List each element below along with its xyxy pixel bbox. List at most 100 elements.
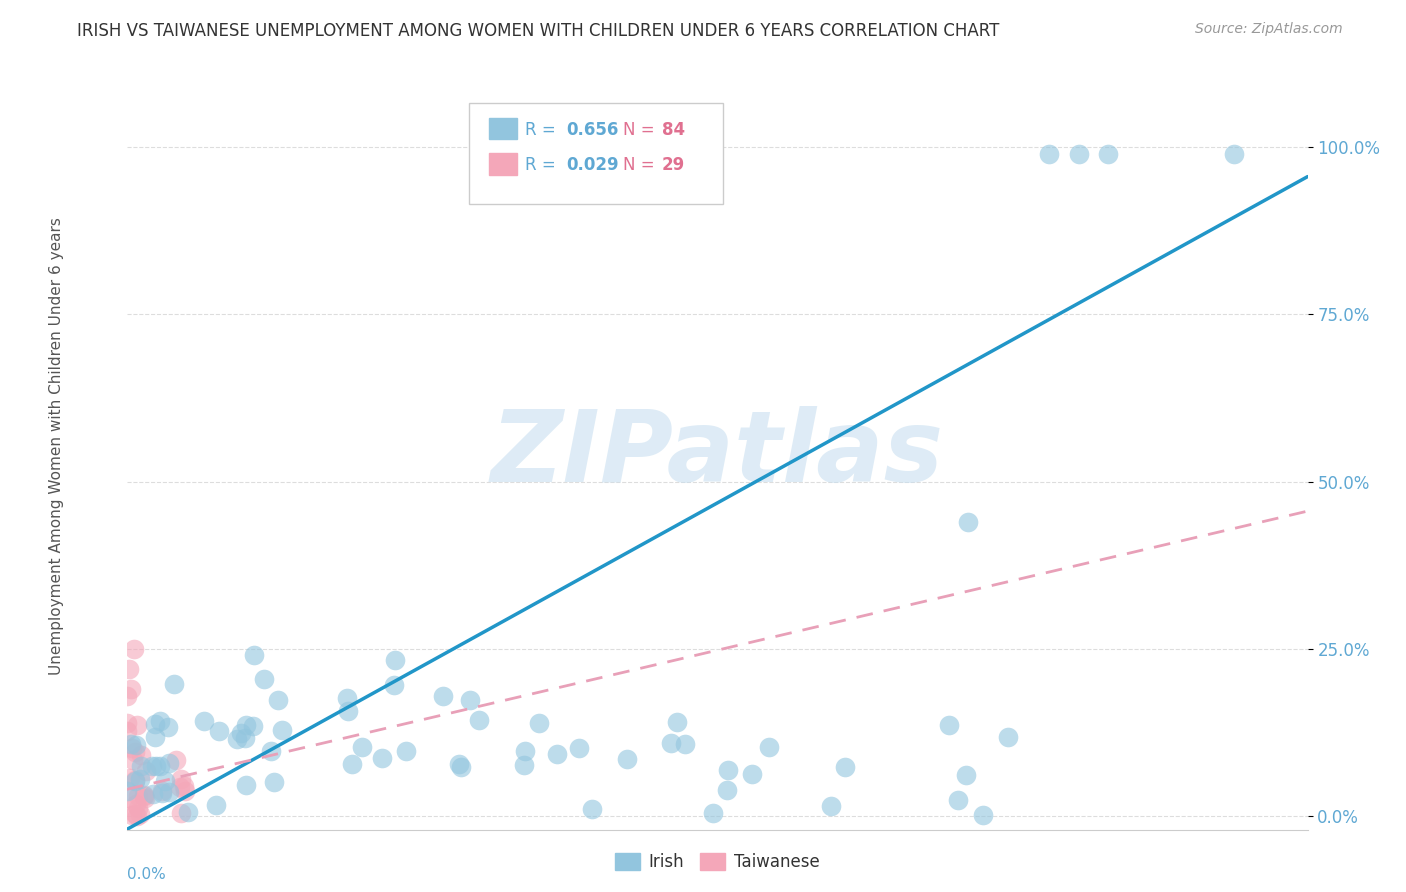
Point xyxy=(205,798,228,813)
Point xyxy=(834,760,856,774)
Point xyxy=(118,772,141,786)
Point xyxy=(145,730,167,744)
Point xyxy=(122,642,145,657)
Point xyxy=(162,677,184,691)
Point xyxy=(149,759,172,773)
Point xyxy=(432,690,454,704)
Point xyxy=(956,515,979,529)
Point xyxy=(170,806,193,821)
Point xyxy=(142,787,165,801)
Point xyxy=(117,690,139,704)
Point xyxy=(450,760,472,774)
Point xyxy=(820,799,842,814)
Point xyxy=(122,753,145,767)
Point xyxy=(384,653,406,667)
Point xyxy=(263,775,285,789)
Legend: Irish, Taiwanese: Irish, Taiwanese xyxy=(607,846,827,878)
Point xyxy=(568,740,591,755)
Text: R =: R = xyxy=(524,156,561,174)
Point xyxy=(1038,147,1060,161)
Point xyxy=(997,730,1019,744)
Point xyxy=(125,797,148,812)
Point xyxy=(1223,147,1246,161)
Point xyxy=(153,773,176,788)
Point xyxy=(546,747,568,762)
Point xyxy=(352,739,374,754)
Point xyxy=(135,764,157,778)
Point xyxy=(226,732,249,747)
Point xyxy=(134,789,156,804)
Point xyxy=(173,779,195,793)
Point xyxy=(127,801,149,815)
Point xyxy=(235,718,257,732)
Point xyxy=(152,787,174,801)
Point xyxy=(131,747,153,762)
Point xyxy=(758,739,780,754)
Point xyxy=(242,648,264,662)
Text: ZIPatlas: ZIPatlas xyxy=(491,407,943,503)
Text: N =: N = xyxy=(623,156,654,174)
Point xyxy=(716,782,738,797)
Point xyxy=(127,789,149,803)
Point xyxy=(156,720,179,734)
Point xyxy=(233,731,256,745)
Point xyxy=(124,746,146,760)
Text: Unemployment Among Women with Children Under 6 years: Unemployment Among Women with Children U… xyxy=(49,217,63,675)
Text: 0.0%: 0.0% xyxy=(127,867,166,882)
Text: 29: 29 xyxy=(662,156,685,174)
Point xyxy=(129,807,152,822)
Point xyxy=(165,754,187,768)
Point xyxy=(118,791,141,805)
Point xyxy=(447,757,470,772)
Text: Source: ZipAtlas.com: Source: ZipAtlas.com xyxy=(1195,22,1343,37)
Point xyxy=(515,744,537,758)
Point xyxy=(259,744,281,758)
Point xyxy=(141,758,163,772)
Point xyxy=(121,808,143,822)
Point xyxy=(242,719,264,733)
Point xyxy=(938,718,960,732)
Point xyxy=(124,807,146,822)
Point xyxy=(121,741,143,756)
Point xyxy=(529,716,551,731)
Point xyxy=(132,788,155,802)
Point xyxy=(150,784,173,798)
Point xyxy=(659,736,682,750)
Point xyxy=(717,763,740,777)
Point xyxy=(253,672,276,686)
Point xyxy=(169,780,191,795)
Point xyxy=(115,715,138,730)
Point xyxy=(208,723,231,738)
Point xyxy=(235,778,257,792)
Text: N =: N = xyxy=(623,121,654,139)
Point xyxy=(458,693,481,707)
Point xyxy=(370,751,392,765)
Point xyxy=(673,737,696,751)
Point xyxy=(581,802,603,816)
Point xyxy=(124,773,146,788)
Point xyxy=(340,757,363,772)
Point xyxy=(145,717,167,731)
Point xyxy=(512,757,534,772)
Point xyxy=(170,772,193,786)
Point xyxy=(193,714,215,728)
Point xyxy=(134,791,156,805)
Point xyxy=(955,767,977,781)
FancyBboxPatch shape xyxy=(489,153,517,175)
Point xyxy=(337,704,360,718)
Point xyxy=(124,772,146,787)
Point xyxy=(1097,147,1119,161)
Point xyxy=(128,772,150,787)
Point xyxy=(616,752,638,766)
Point xyxy=(972,807,994,822)
Text: 84: 84 xyxy=(662,121,685,139)
Point xyxy=(395,744,418,758)
Point xyxy=(157,784,180,798)
Point xyxy=(124,738,146,752)
Point xyxy=(270,723,292,738)
Text: 0.029: 0.029 xyxy=(565,156,619,174)
Point xyxy=(382,678,405,692)
Text: IRISH VS TAIWANESE UNEMPLOYMENT AMONG WOMEN WITH CHILDREN UNDER 6 YEARS CORRELAT: IRISH VS TAIWANESE UNEMPLOYMENT AMONG WO… xyxy=(77,22,1000,40)
Text: R =: R = xyxy=(524,121,561,139)
FancyBboxPatch shape xyxy=(470,103,723,204)
